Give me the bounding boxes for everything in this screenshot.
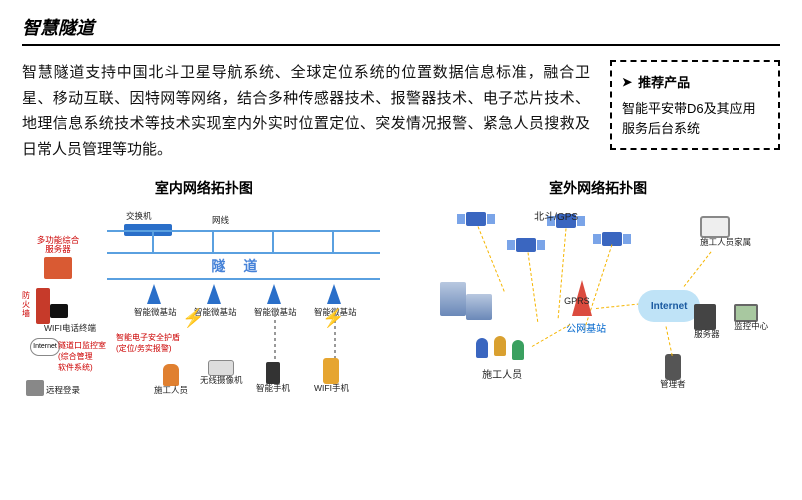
internet-node: Internet	[30, 338, 60, 356]
dotted-link	[274, 308, 276, 368]
gprs-label: GPRS	[564, 296, 590, 306]
switch-label: 交换机	[126, 210, 152, 222]
outdoor-diagram: 室外网络拓扑图 北斗/GPS 施工人员 GPRS 公	[416, 178, 780, 428]
smartphone-node: 智能手机	[256, 362, 290, 393]
remote-label: 远程登录	[46, 384, 80, 396]
beidou-label: 北斗/GPS	[534, 208, 578, 223]
pubbase-label: 公网基站	[566, 320, 606, 335]
family-node: 施工人员家属	[700, 216, 751, 247]
building-icon	[440, 282, 466, 316]
camera-node: 无线摄像机	[200, 360, 243, 385]
worker-node	[512, 340, 524, 360]
recommend-box: 推荐产品 智能平安带D6及其应用服务后台系统	[610, 60, 780, 150]
outdoor-title: 室外网络拓扑图	[416, 178, 780, 198]
camera-icon	[208, 360, 234, 376]
building-icon	[466, 294, 492, 320]
monroom-label: 隧道口监控室 (综合管理 软件系统)	[58, 340, 106, 373]
smartphone-icon	[266, 362, 280, 384]
antenna-icon	[147, 284, 161, 304]
diagram-row: 室内网络拓扑图 网线 交换机 隧道 多功能综合 服务器 防 火 墙 WIFI电话…	[22, 178, 780, 428]
manager-node: 管理者	[660, 354, 686, 389]
manager-phone-icon	[665, 354, 681, 380]
firewall-icon	[36, 288, 50, 324]
net-link	[596, 303, 640, 309]
internet-cloud-node: Internet	[638, 290, 700, 322]
page-title: 智慧隧道	[22, 14, 780, 46]
satellite-icon	[466, 212, 486, 226]
server-icon	[44, 257, 72, 279]
monitor-icon	[734, 304, 758, 322]
rf-link	[532, 324, 571, 347]
wifi-handset-node: WIFI手机	[314, 358, 349, 393]
combo-server-node: 多功能综合 服务器	[22, 236, 94, 281]
satellite-node	[516, 238, 536, 252]
satellite-node	[466, 212, 486, 226]
remote-node	[26, 380, 44, 396]
phone-icon	[50, 304, 68, 318]
net-link	[666, 326, 673, 356]
worker-label: 施工人员	[154, 386, 188, 395]
camera-label: 无线摄像机	[200, 376, 243, 385]
smartphone-label: 智能手机	[256, 384, 290, 393]
manager-label: 管理者	[660, 380, 686, 389]
bs-label: 智能微基站	[134, 306, 174, 318]
tick-icon	[332, 230, 334, 252]
monitor-label: 监控中心	[734, 322, 768, 331]
satellite-icon	[516, 238, 536, 252]
badge-label: 智能电子安全护盾 (定位/务实报警)	[116, 332, 180, 354]
person-icon	[476, 338, 488, 358]
lightning-icon: ⚡	[322, 308, 344, 329]
sat-link	[528, 252, 539, 321]
wifi-handset-icon	[323, 358, 339, 384]
firewall-label: 防 火 墙	[22, 292, 30, 318]
building-node	[466, 294, 492, 320]
building-node	[440, 282, 466, 316]
tick-icon	[212, 230, 214, 252]
top-line	[107, 230, 380, 232]
worker-node: 施工人员	[154, 364, 188, 395]
lightning-icon: ⚡	[182, 308, 204, 329]
recommend-body: 智能平安带D6及其应用服务后台系统	[622, 99, 768, 138]
family-label: 施工人员家属	[700, 238, 751, 247]
person-icon	[512, 340, 524, 360]
server-icon	[694, 304, 716, 330]
server-node: 服务器	[694, 304, 720, 339]
intro-row: 智慧隧道支持中国北斗卫星导航系统、全球定位系统的位置数据信息标准，融合卫星、移动…	[22, 60, 780, 162]
outdoor-canvas: 北斗/GPS 施工人员 GPRS 公网基站 Internet	[416, 208, 780, 428]
pc-icon	[26, 380, 44, 396]
internet-icon: Internet	[30, 338, 60, 356]
person-icon	[494, 336, 506, 356]
tick-icon	[152, 230, 154, 252]
netline-label: 网线	[212, 214, 229, 226]
antenna-icon	[327, 284, 341, 304]
workers-label: 施工人员	[482, 366, 522, 381]
sat-link	[478, 226, 505, 291]
antenna-icon	[207, 284, 221, 304]
tablet-icon	[700, 216, 730, 238]
tick-icon	[272, 230, 274, 252]
indoor-diagram: 室内网络拓扑图 网线 交换机 隧道 多功能综合 服务器 防 火 墙 WIFI电话…	[22, 178, 386, 428]
wifi-phone-node	[50, 304, 68, 318]
worker-icon	[163, 364, 179, 386]
indoor-canvas: 网线 交换机 隧道 多功能综合 服务器 防 火 墙 WIFI电话终端 Inter…	[22, 208, 386, 428]
server-label: 服务器	[694, 330, 720, 339]
antenna-icon	[267, 284, 281, 304]
wifi-handset-label: WIFI手机	[314, 384, 349, 393]
cloud-icon: Internet	[638, 290, 700, 322]
combo-server-label: 多功能综合 服务器	[22, 236, 94, 255]
recommend-header: 推荐产品	[622, 72, 768, 91]
net-link	[684, 252, 712, 287]
description-text: 智慧隧道支持中国北斗卫星导航系统、全球定位系统的位置数据信息标准，融合卫星、移动…	[22, 60, 590, 162]
indoor-title: 室内网络拓扑图	[22, 178, 386, 198]
worker-node	[494, 336, 506, 356]
base-station-node: 智能微基站	[134, 284, 174, 318]
monitor-center-node: 监控中心	[734, 304, 768, 331]
worker-node	[476, 338, 488, 358]
wifi-phone-label: WIFI电话终端	[44, 322, 96, 334]
tunnel-band: 隧道	[107, 252, 380, 280]
